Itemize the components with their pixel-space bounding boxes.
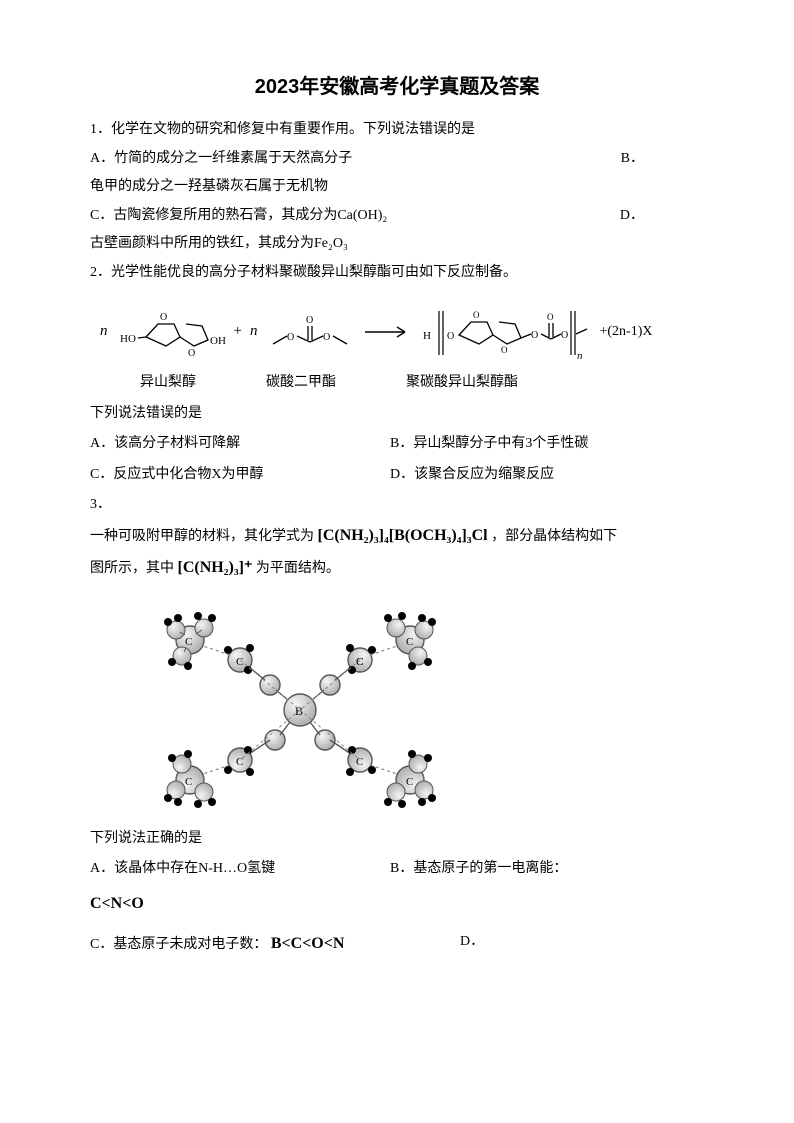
label-polymer: 聚碳酸异山梨醇酯 <box>406 371 518 391</box>
q3-option-b-formula: C<N<O <box>90 889 704 919</box>
svg-text:O: O <box>561 330 568 341</box>
q3-line2a: 图所示，其中 <box>90 561 174 576</box>
q3-formula2: [C(NH₂)₃]⁺ <box>178 559 253 576</box>
q3-option-a: A．该晶体中存在N-H…O氢键 <box>90 856 390 883</box>
svg-text:O: O <box>188 348 195 359</box>
q1-stem: 1．化学在文物的研究和修复中有重要作用。下列说法错误的是 <box>90 117 704 144</box>
coef-n2: n <box>250 323 258 340</box>
q2-option-d: D．该聚合反应为缩聚反应 <box>390 462 704 489</box>
q3-line1a: 一种可吸附甲醇的材料，其化学式为 <box>90 529 314 544</box>
label-dmc: 碳酸二甲酯 <box>266 371 336 391</box>
q3-formula1: [C(NH₂)₃]₄[B(OCH₃)₄]₃Cl <box>318 527 488 544</box>
svg-text:C: C <box>185 636 192 648</box>
svg-text:C: C <box>185 776 192 788</box>
q2-row-ab: A．该高分子材料可降解 B．异山梨醇分子中有3个手性碳 <box>90 429 704 460</box>
page-title: 2023年安徽高考化学真题及答案 <box>90 70 704 99</box>
molecule-dmc-icon: O O O <box>265 306 355 358</box>
q3-option-b: B．基态原子的第一电离能： <box>390 856 704 883</box>
q1-option-b: B． <box>621 146 704 173</box>
q1-option-d: D． <box>620 203 704 230</box>
q2-reaction-diagram: n HO OH O O + n O <box>100 297 704 367</box>
q3-option-c-formula: B<C<O<N <box>271 935 345 952</box>
q2-option-c: C．反应式中化合物X为甲醇 <box>90 462 390 489</box>
svg-text:O: O <box>287 332 294 343</box>
q2-diagram-labels: 异山梨醇 碳酸二甲酯 聚碳酸异山梨醇酯 <box>140 371 704 391</box>
reaction-tail: +(2n-1)X <box>599 324 652 340</box>
svg-text:O: O <box>160 312 167 323</box>
q1-row-cd: C．古陶瓷修复所用的熟石膏，其成分为Ca(OH)₂ D． <box>90 203 704 230</box>
q1-line3: 古壁画颜料中所用的铁红，其成分为Fe₂O₃ <box>90 231 704 258</box>
q3-option-d: D． <box>460 929 704 959</box>
label-isosorbide: 异山梨醇 <box>140 371 196 391</box>
svg-text:O: O <box>323 332 330 343</box>
svg-text:C: C <box>236 756 243 768</box>
molecule-polymer-icon: H O O O O O O n <box>421 297 591 367</box>
svg-text:O: O <box>447 331 454 342</box>
q2-wrong: 下列说法错误的是 <box>90 401 704 428</box>
q2-row-cd: C．反应式中化合物X为甲醇 D．该聚合反应为缩聚反应 <box>90 460 704 491</box>
coef-n1: n <box>100 323 108 340</box>
q2-stem: 2．光学性能优良的高分子材料聚碳酸异山梨醇酯可由如下反应制备。 <box>90 260 704 287</box>
svg-text:O: O <box>501 345 508 355</box>
svg-text:C: C <box>406 636 413 648</box>
q3-option-c-wrap: C．基态原子未成对电子数： B<C<O<N <box>90 929 460 959</box>
q2-option-b: B．异山梨醇分子中有3个手性碳 <box>390 431 704 458</box>
q3-row-cd: C．基态原子未成对电子数： B<C<O<N D． <box>90 927 704 961</box>
svg-text:O: O <box>531 330 538 341</box>
q3-option-c: C．基态原子未成对电子数： <box>90 937 267 952</box>
svg-text:n: n <box>577 350 583 362</box>
plus-1: + <box>234 323 242 340</box>
q1-row-ab: A．竹简的成分之一纤维素属于天然高分子 B． <box>90 146 704 173</box>
svg-text:O: O <box>473 310 480 320</box>
svg-text:C: C <box>356 656 363 668</box>
q3-row-ab: A．该晶体中存在N-H…O氢键 B．基态原子的第一电离能： <box>90 854 704 885</box>
q3-line1: 一种可吸附甲醇的材料，其化学式为 [C(NH₂)₃]₄[B(OCH₃)₄]₃Cl… <box>90 521 704 551</box>
svg-text:OH: OH <box>210 335 226 347</box>
document-page: 2023年安徽高考化学真题及答案 1．化学在文物的研究和修复中有重要作用。下列说… <box>0 0 794 1002</box>
q3-line1b: ，部分晶体结构如下 <box>491 529 617 544</box>
q1-option-c: C．古陶瓷修复所用的熟石膏，其成分为Ca(OH)₂ <box>90 203 387 230</box>
svg-text:C: C <box>406 776 413 788</box>
q3-num: 3． <box>90 492 704 519</box>
svg-text:C: C <box>236 656 243 668</box>
q3-crystal-diagram: B C <box>90 590 704 820</box>
molecule-isosorbide-icon: HO OH O O <box>116 302 226 362</box>
svg-text:HO: HO <box>120 333 136 345</box>
crystal-structure-icon: B C <box>90 590 510 820</box>
q3-correct: 下列说法正确的是 <box>90 826 704 853</box>
q1-line2: 龟甲的成分之一羟基磷灰石属于无机物 <box>90 174 704 201</box>
q2-option-a: A．该高分子材料可降解 <box>90 431 390 458</box>
svg-text:H: H <box>423 330 431 342</box>
svg-text:O: O <box>306 315 313 326</box>
reaction-arrow-icon <box>363 322 413 342</box>
q1-option-a: A．竹简的成分之一纤维素属于天然高分子 <box>90 146 352 173</box>
svg-text:O: O <box>547 312 554 322</box>
q3-line2: 图所示，其中 [C(NH₂)₃]⁺ 为平面结构。 <box>90 553 704 583</box>
q3-line2b: 为平面结构。 <box>256 561 340 576</box>
